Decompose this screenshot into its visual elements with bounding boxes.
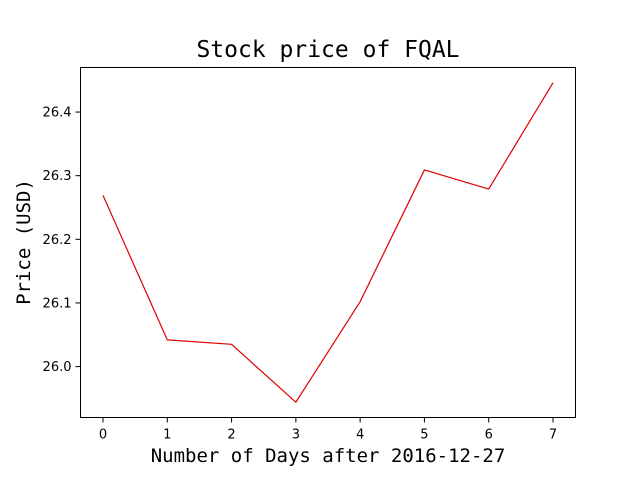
x-tick-label: 6 <box>485 428 493 443</box>
y-tick-label: 26.0 <box>43 360 72 375</box>
x-tick-label: 3 <box>292 428 300 443</box>
y-axis-label: Price (USD) <box>13 179 35 305</box>
y-tick-label: 26.4 <box>43 106 72 121</box>
plot-frame <box>80 67 576 418</box>
series-line <box>102 82 554 403</box>
y-axis: 26.0 26.1 26.2 26.3 26.4 <box>43 106 81 375</box>
x-axis-label: Number of Days after 2016-12-27 <box>151 445 506 467</box>
x-tick-label: 1 <box>163 428 171 443</box>
x-tick-label: 2 <box>227 428 235 443</box>
x-tick-label: 4 <box>356 428 364 443</box>
series-layer <box>102 82 554 403</box>
chart-title: Stock price of FQAL <box>196 37 459 63</box>
x-tick-label: 5 <box>420 428 428 443</box>
x-tick-label: 0 <box>99 428 107 443</box>
y-tick-label: 26.2 <box>43 233 72 248</box>
x-axis: 0 1 2 3 4 5 6 7 <box>99 417 557 443</box>
y-tick-label: 26.3 <box>43 169 72 184</box>
x-tick-label: 7 <box>549 428 557 443</box>
y-tick-label: 26.1 <box>43 296 72 311</box>
